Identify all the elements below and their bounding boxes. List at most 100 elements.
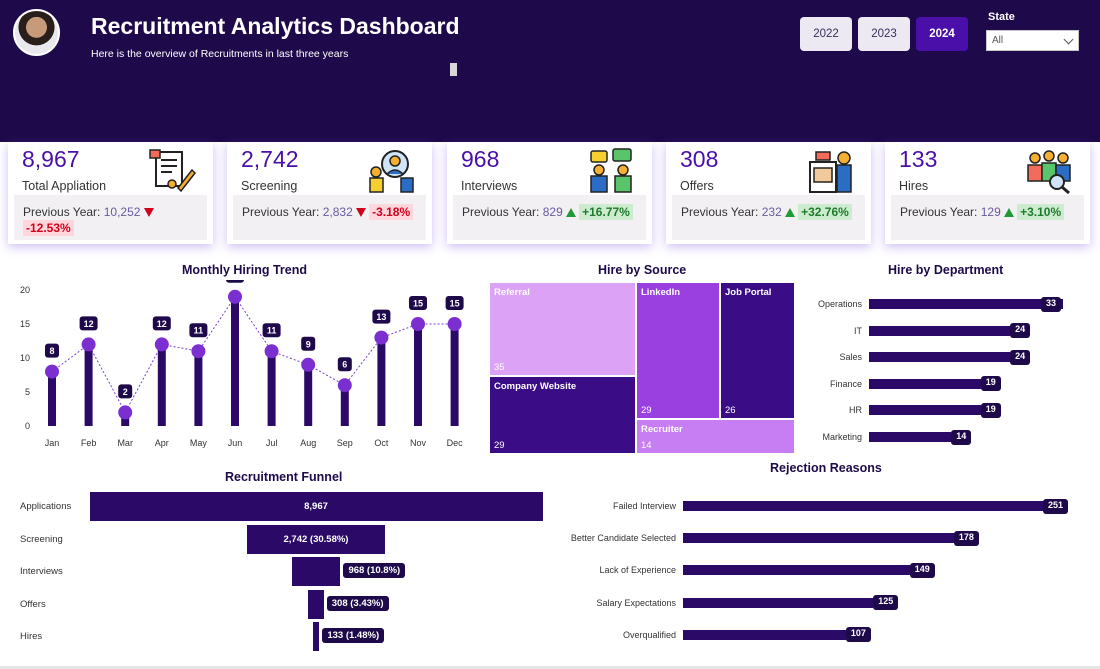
treemap-label: Recruiter xyxy=(641,424,683,435)
kpi-card-2: 2,742 Screening Previous Year: 2,832 -3.18… xyxy=(227,142,432,244)
bar xyxy=(683,629,846,640)
bar-category-label: Finance xyxy=(829,378,862,389)
x-tick-label: Oct xyxy=(374,438,389,448)
page-title: Recruitment Analytics Dashboard xyxy=(91,13,460,39)
bar-value-label: 33 xyxy=(1041,296,1062,312)
funnel-stage-label: Screening xyxy=(20,533,63,545)
previous-year-label: Previous Year: xyxy=(900,205,978,219)
y-tick-label: 10 xyxy=(20,353,30,363)
year-button-2024[interactable]: 2024 xyxy=(916,17,968,51)
state-filter-label: State xyxy=(988,11,1015,23)
x-tick-label: Apr xyxy=(155,438,169,448)
trend-point xyxy=(411,317,425,331)
x-tick-label: Dec xyxy=(447,438,464,448)
state-filter-dropdown[interactable]: All xyxy=(986,30,1079,51)
monthly-hiring-trend-chart: 0 5 10 15 20 8 Jan 12 Feb 2 Mar 12 Apr 11 May 19 Jun 11 Ju… xyxy=(20,280,464,448)
treemap-value: 35 xyxy=(494,362,505,373)
bar xyxy=(683,533,954,544)
trend-line xyxy=(51,295,455,414)
kpi-card-4: 308 Offers Previous Year: 232 +32.76% xyxy=(666,142,871,244)
data-label-bg xyxy=(337,357,352,372)
trend-point xyxy=(337,378,352,393)
arrow-up-icon xyxy=(1004,208,1015,217)
data-label: 12 xyxy=(157,319,167,329)
state-filter-value: All xyxy=(992,35,1004,46)
trend-point xyxy=(228,289,242,304)
bar-category-label: Marketing xyxy=(822,432,862,442)
bar-category-label: IT xyxy=(854,325,862,336)
bar-category-label: Failed Interview xyxy=(612,501,676,511)
year-button-2022[interactable]: 2022 xyxy=(800,17,852,51)
bar xyxy=(869,352,1011,363)
y-tick-label: 20 xyxy=(20,285,30,295)
funnel-bar xyxy=(89,492,543,521)
previous-year-value: 232 xyxy=(761,205,782,219)
bar-value-label: 24 xyxy=(1010,323,1031,339)
bottom-divider xyxy=(0,666,1100,669)
monthly-trend-title: Monthly Hiring Trend xyxy=(182,263,307,277)
bar xyxy=(683,501,1065,511)
arrow-up-icon xyxy=(566,208,577,217)
previous-year-value: 2,832 xyxy=(322,205,353,219)
data-label: 13 xyxy=(376,312,386,322)
kpi-value: 2,742 xyxy=(241,146,299,172)
bar-category-label: Lack of Experience xyxy=(599,565,676,576)
treemap-cell-company-website: Company Website 29 xyxy=(489,376,636,454)
trend-point xyxy=(374,330,389,345)
funnel-bar xyxy=(308,589,324,619)
funnel-title: Recruitment Funnel xyxy=(225,470,343,484)
x-tick-label: Nov xyxy=(410,438,427,448)
change-badge: +16.77% xyxy=(579,204,633,220)
kpi-card-5: 133 Hires Previous Year: 129 +3.10% xyxy=(885,142,1090,244)
treemap-value: 14 xyxy=(641,440,652,451)
x-tick-label: Jun xyxy=(228,438,243,448)
kpi-label: Offers xyxy=(680,179,714,193)
x-tick-label: Jul xyxy=(266,438,278,448)
data-label-bg xyxy=(189,323,208,338)
bar-value-label: 149 xyxy=(909,562,935,578)
change-badge: -12.53% xyxy=(23,220,74,236)
change-badge: -3.18% xyxy=(369,204,414,220)
treemap-cell-referral: Referral 35 xyxy=(489,282,636,376)
data-label-bg xyxy=(262,323,281,338)
hired-team-icon xyxy=(1025,148,1073,195)
treemap-label: LinkedIn xyxy=(641,287,681,298)
kpi-label: Interviews xyxy=(461,179,518,193)
kpi-comparison: Previous Year: 129 +3.10% xyxy=(891,195,1084,240)
data-label-bg xyxy=(118,384,133,399)
bar-value-label: 19 xyxy=(980,376,1001,392)
y-tick-label: 5 xyxy=(25,387,30,397)
funnel-bar xyxy=(312,622,320,652)
funnel-stage-label: Applications xyxy=(20,501,72,512)
x-tick-label: Jan xyxy=(45,438,60,448)
treemap-cell-recruiter: Recruiter 14 xyxy=(636,419,795,454)
trend-point xyxy=(301,357,316,372)
trend-point xyxy=(447,317,462,331)
funnel-stage-label: Offers xyxy=(20,598,46,610)
data-label: 19 xyxy=(230,280,240,281)
treemap-label: Referral xyxy=(494,287,530,298)
kpi-label: Hires xyxy=(899,179,929,193)
bar-category-label: Sales xyxy=(839,352,862,363)
funnel-value-label: 8,967 xyxy=(304,501,328,512)
kpi-value: 8,967 xyxy=(22,146,80,172)
data-label: 2 xyxy=(123,387,128,397)
year-button-2023[interactable]: 2023 xyxy=(858,17,910,51)
data-label: 9 xyxy=(306,339,311,349)
funnel-value-label: 968 (10.8%) xyxy=(343,563,406,579)
bar-value-label: 19 xyxy=(980,402,1001,418)
previous-year-label: Previous Year: xyxy=(23,205,101,219)
funnel-stage-label: Interviews xyxy=(20,566,63,578)
x-tick-label: Mar xyxy=(117,438,133,448)
data-label: 8 xyxy=(49,346,54,356)
funnel-value-label: 2,742 (30.58%) xyxy=(283,533,349,545)
bar-value-label: 107 xyxy=(845,627,871,643)
kpi-card-3: 968 Interviews Previous Year: 829 +16.77% xyxy=(447,142,652,244)
trend-point xyxy=(264,344,279,359)
data-label-bg xyxy=(45,343,59,358)
bar xyxy=(869,325,1011,336)
previous-year-label: Previous Year: xyxy=(681,205,759,219)
page-subtitle: Here is the overview of Recruitments in … xyxy=(91,48,349,60)
change-badge: +3.10% xyxy=(1017,204,1065,220)
bar-category-label: Overqualified xyxy=(622,629,676,640)
